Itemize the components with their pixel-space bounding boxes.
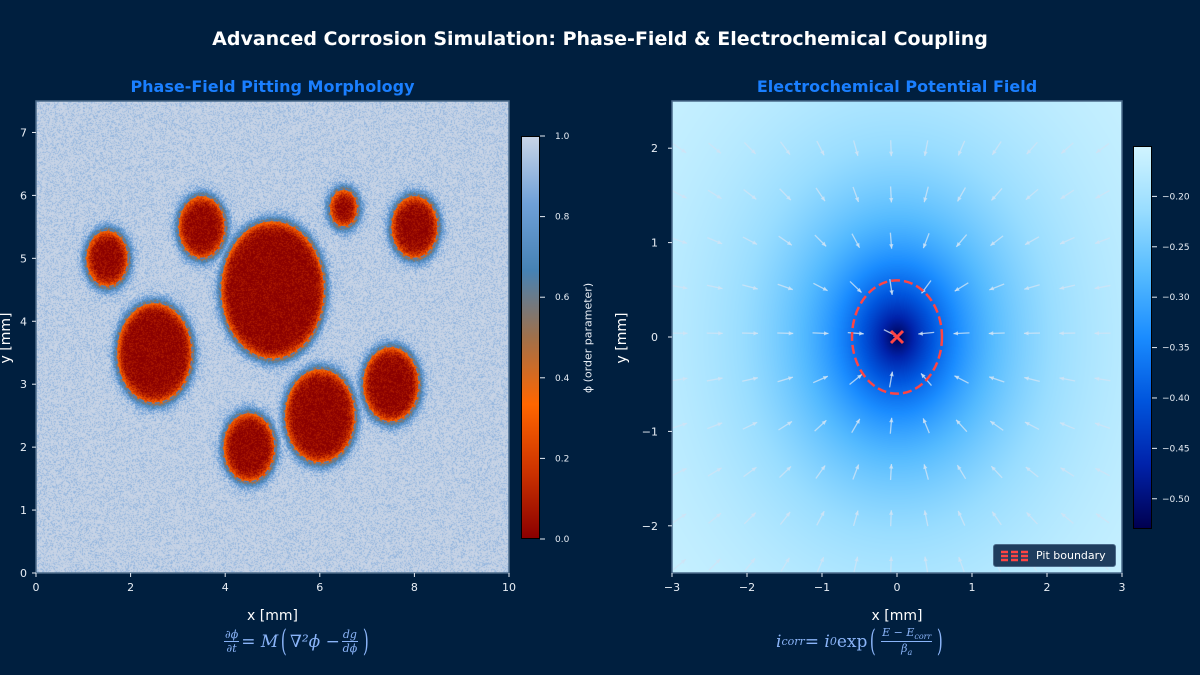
eq-inner: ∇²ϕ − <box>289 631 340 652</box>
eq2-lhs-sub: corr <box>781 635 805 648</box>
legend: Pit boundary <box>993 544 1116 567</box>
y-tick-label: 1 <box>20 504 27 517</box>
eq2-frac-den-sub: a <box>907 648 913 658</box>
x-tick-label: 2 <box>1044 581 1051 594</box>
right-y-axis-label: y [mm] <box>614 312 630 364</box>
y-tick-label: −2 <box>642 520 658 533</box>
y-tick-label: 1 <box>651 237 658 250</box>
x-tick-label: 10 <box>502 581 516 594</box>
left-y-axis-label: y [mm] <box>0 312 14 364</box>
x-tick-label: 4 <box>222 581 229 594</box>
y-tick-label: 2 <box>20 441 27 454</box>
right-x-axis-label: x [mm] <box>871 608 923 624</box>
x-tick-label: −2 <box>739 581 755 594</box>
pit-3 <box>328 188 359 228</box>
left-plot-title: Phase-Field Pitting Morphology <box>130 77 415 96</box>
eq2-frac-den: β <box>901 642 908 655</box>
y-tick-label: −1 <box>642 425 658 438</box>
x-tick-label: 0 <box>894 581 901 594</box>
x-tick-label: 6 <box>316 581 323 594</box>
pit-8 <box>222 411 276 483</box>
eq2-frac-num-sub: corr <box>914 632 932 641</box>
pit-4 <box>390 194 439 260</box>
legend-label: Pit boundary <box>1036 549 1106 562</box>
eq2-fn: exp <box>836 631 868 652</box>
y-tick-label: 0 <box>651 331 658 344</box>
colorbar-tick-label: −0.45 <box>1162 444 1190 454</box>
eq2-mid-sub: 0 <box>829 635 837 648</box>
y-tick-label: 3 <box>20 378 27 391</box>
phase-field-heatmap <box>36 101 509 573</box>
eq-mid: = M <box>241 631 279 652</box>
y-tick-label: 2 <box>651 142 658 155</box>
eq-frac-num: dg <box>341 628 358 642</box>
colorbar-tick-label: 0.2 <box>555 454 569 464</box>
x-tick-label: 8 <box>411 581 418 594</box>
eq2-lhs: i <box>776 631 782 652</box>
colorbar-tick-label: 0.6 <box>555 293 570 303</box>
y-tick-label: 7 <box>20 126 27 139</box>
y-tick-label: 6 <box>20 189 27 202</box>
figure-title: Advanced Corrosion Simulation: Phase-Fie… <box>212 28 988 50</box>
pit-6 <box>361 345 420 423</box>
right-plot-title: Electrochemical Potential Field <box>756 77 1038 96</box>
pit-5 <box>115 301 193 404</box>
y-tick-label: 4 <box>20 315 27 328</box>
colorbar-tick-label: −0.20 <box>1162 192 1190 202</box>
x-tick-label: 1 <box>969 581 976 594</box>
potential-colorbar <box>1133 146 1152 529</box>
x-tick-label: −3 <box>664 581 680 594</box>
pit-0 <box>84 229 129 288</box>
pit-7 <box>283 367 357 464</box>
phase-colorbar <box>521 136 540 539</box>
left-plot-frame <box>35 100 510 574</box>
phase-field-axes: 0 2 4 6 8 10 0 1 2 3 4 5 6 7 0.0 0.2 0.4 0.6 0.8 1.0 <box>20 100 570 594</box>
x-tick-label: −1 <box>814 581 830 594</box>
colorbar-tick-label: 0.4 <box>555 374 570 384</box>
potential-field-heatmap <box>672 101 1122 573</box>
pit-2 <box>219 219 326 360</box>
eq2-mid: = i <box>804 631 830 652</box>
y-tick-label: 0 <box>20 567 27 580</box>
phase-colorbar-label: ϕ (order parameter) <box>581 282 595 394</box>
eq-lhs-den: ∂t <box>226 642 237 655</box>
eq2-frac-num: E − E <box>882 625 915 639</box>
eq-lhs-num: ∂ϕ <box>224 628 240 642</box>
phase-field-equation: ∂ϕ ∂t = M( ∇²ϕ − dg dϕ) <box>224 624 369 659</box>
x-tick-label: 2 <box>127 581 134 594</box>
left-x-axis-label: x [mm] <box>247 608 298 624</box>
colorbar-tick-label: −0.35 <box>1162 344 1190 354</box>
colorbar-tick-label: −0.40 <box>1162 394 1190 404</box>
colorbar-tick-label: 0.8 <box>555 213 570 223</box>
x-tick-label: 3 <box>1119 581 1126 594</box>
colorbar-tick-label: −0.30 <box>1162 293 1190 303</box>
y-tick-label: 5 <box>20 252 27 265</box>
colorbar-tick-label: −0.50 <box>1162 495 1190 505</box>
colorbar-tick-label: 0.0 <box>555 535 570 545</box>
legend-dashed-line-icon <box>1001 550 1030 561</box>
colorbar-tick-label: −0.25 <box>1162 243 1190 253</box>
pit-1 <box>177 194 226 260</box>
x-tick-label: 0 <box>33 581 40 594</box>
eq-frac-den: dϕ <box>342 642 358 655</box>
colorbar-tick-label: 1.0 <box>555 132 570 142</box>
